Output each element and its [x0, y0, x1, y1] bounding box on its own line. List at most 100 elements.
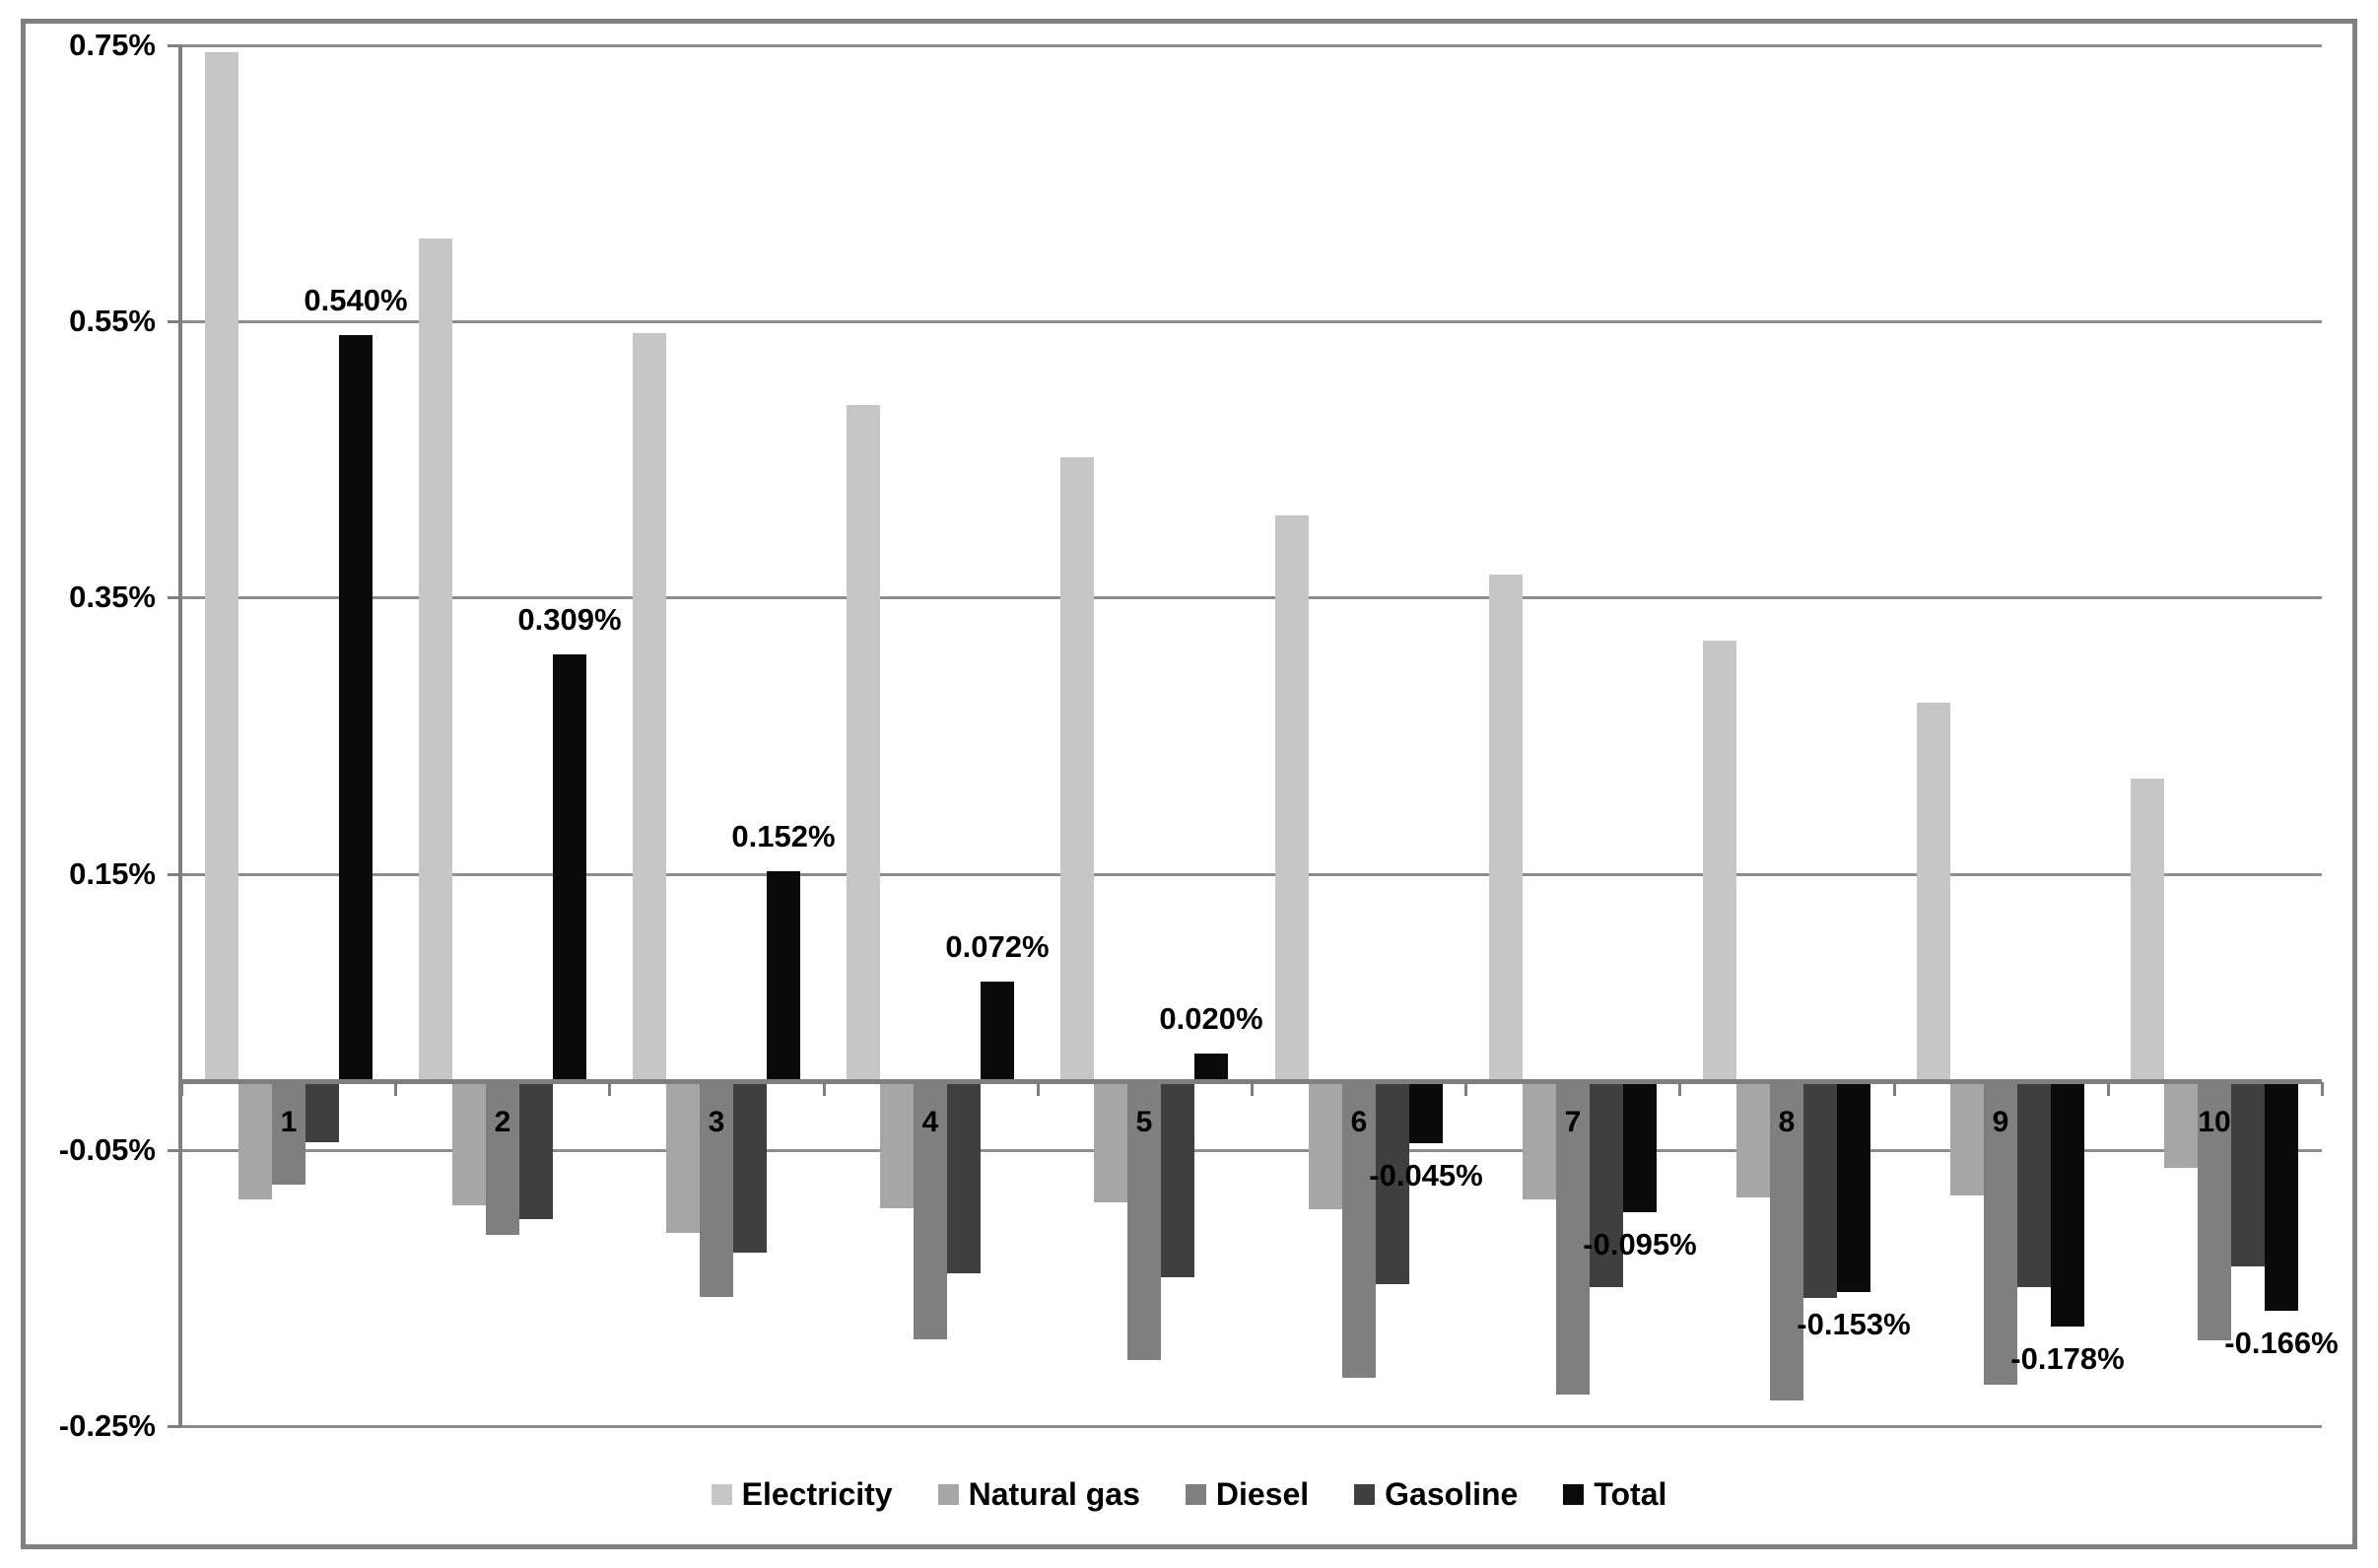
legend-item-electricity: Electricity — [711, 1476, 893, 1512]
bar-total-cat8 — [1837, 1081, 1870, 1292]
total-data-label-cat6: -0.045% — [1369, 1158, 1483, 1193]
bar-gasoline-cat2 — [519, 1081, 553, 1219]
bar-total-cat5 — [1194, 1054, 1228, 1081]
x-axis-category-label-1: 1 — [280, 1106, 298, 1138]
bar-electricity-cat3 — [633, 333, 666, 1081]
bar-electricity-cat10 — [2131, 779, 2164, 1081]
bar-total-cat1 — [339, 335, 373, 1081]
bar-natural-gas-cat2 — [452, 1081, 486, 1205]
bar-natural-gas-cat10 — [2164, 1081, 2198, 1168]
bar-diesel-cat10 — [2198, 1081, 2231, 1340]
bar-natural-gas-cat7 — [1523, 1081, 1556, 1199]
legend-swatch-icon — [937, 1483, 959, 1505]
legend-swatch-icon — [1563, 1483, 1585, 1505]
y-axis-tick-label: 0.35% — [69, 579, 156, 614]
total-data-label-cat1: 0.540% — [304, 283, 408, 317]
x-axis-category-label-3: 3 — [708, 1106, 725, 1138]
x-axis-tick — [2107, 1082, 2110, 1096]
x-axis-tick — [823, 1082, 826, 1096]
bar-total-cat2 — [553, 654, 586, 1081]
bar-diesel-cat6 — [1342, 1081, 1376, 1378]
legend-item-natural-gas: Natural gas — [937, 1476, 1140, 1512]
bar-diesel-cat3 — [700, 1081, 733, 1297]
x-axis-tick — [1678, 1082, 1681, 1096]
x-axis-tick — [1893, 1082, 1896, 1096]
y-gridline-0.35% — [179, 596, 2322, 599]
bar-diesel-cat2 — [486, 1081, 519, 1235]
legend-item-diesel: Diesel — [1185, 1476, 1310, 1512]
x-axis-zero-line — [179, 1079, 2322, 1084]
bar-total-cat4 — [981, 982, 1014, 1081]
legend-label: Total — [1594, 1476, 1667, 1512]
bar-natural-gas-cat9 — [1950, 1081, 1984, 1195]
y-axis-tick-label: -0.05% — [58, 1132, 156, 1167]
legend-label: Electricity — [741, 1476, 893, 1512]
bar-gasoline-cat1 — [306, 1081, 339, 1142]
bar-total-cat7 — [1623, 1081, 1657, 1212]
y-axis-tick — [168, 873, 180, 876]
y-axis-tick — [168, 596, 180, 599]
bar-gasoline-cat5 — [1161, 1081, 1194, 1277]
y-axis-tick-label: 0.75% — [69, 28, 156, 62]
x-axis-tick — [1464, 1082, 1467, 1096]
bar-diesel-cat8 — [1770, 1081, 1803, 1400]
total-data-label-cat9: -0.178% — [2010, 1341, 2125, 1376]
x-axis-category-label-6: 6 — [1350, 1106, 1368, 1138]
x-axis-category-label-8: 8 — [1778, 1106, 1796, 1138]
bar-electricity-cat6 — [1275, 515, 1309, 1081]
bar-gasoline-cat7 — [1590, 1081, 1623, 1287]
bar-gasoline-cat6 — [1376, 1081, 1409, 1284]
bar-gasoline-cat3 — [733, 1081, 767, 1253]
y-gridline--0.05% — [179, 1149, 2322, 1152]
bar-electricity-cat1 — [205, 52, 238, 1081]
bar-diesel-cat7 — [1556, 1081, 1590, 1395]
chart-border-frame — [21, 19, 2357, 1549]
x-axis-category-label-9: 9 — [1992, 1106, 2009, 1138]
y-axis-tick — [168, 44, 180, 47]
bar-electricity-cat4 — [847, 405, 880, 1081]
bar-electricity-cat8 — [1703, 641, 1736, 1081]
total-data-label-cat10: -0.166% — [2224, 1326, 2339, 1360]
chart-legend: Electricity Natural gas Diesel Gasoline Tota… — [0, 1476, 2378, 1512]
bar-diesel-cat5 — [1127, 1081, 1161, 1360]
y-axis-tick-label: 0.55% — [69, 304, 156, 338]
legend-label: Natural gas — [968, 1476, 1140, 1512]
x-axis-tick — [394, 1082, 397, 1096]
bar-diesel-cat9 — [1984, 1081, 2017, 1385]
x-axis-tick — [1037, 1082, 1040, 1096]
legend-swatch-icon — [711, 1483, 732, 1505]
x-axis-category-label-7: 7 — [1564, 1106, 1582, 1138]
bar-natural-gas-cat1 — [238, 1081, 272, 1199]
legend-label: Diesel — [1215, 1476, 1310, 1512]
bar-total-cat6 — [1409, 1081, 1443, 1143]
bar-diesel-cat1 — [272, 1081, 306, 1185]
y-gridline-0.55% — [179, 320, 2322, 323]
x-axis-tick — [1251, 1082, 1254, 1096]
total-data-label-cat2: 0.309% — [517, 602, 622, 637]
bar-total-cat3 — [767, 871, 800, 1081]
legend-swatch-icon — [1354, 1483, 1376, 1505]
legend-swatch-icon — [1185, 1483, 1206, 1505]
bar-natural-gas-cat5 — [1094, 1081, 1127, 1202]
y-axis-tick — [168, 1425, 180, 1428]
x-axis-tick — [180, 1082, 183, 1096]
legend-item-total: Total — [1563, 1476, 1666, 1512]
total-data-label-cat4: 0.072% — [945, 929, 1050, 964]
bar-electricity-cat7 — [1489, 575, 1523, 1081]
bar-gasoline-cat4 — [947, 1081, 981, 1273]
x-axis-category-label-5: 5 — [1135, 1106, 1153, 1138]
y-gridline-0.75% — [179, 44, 2322, 47]
bar-gasoline-cat10 — [2231, 1081, 2265, 1266]
bar-diesel-cat4 — [914, 1081, 947, 1339]
y-axis-tick-label: 0.15% — [69, 856, 156, 891]
x-axis-tick — [608, 1082, 611, 1096]
y-gridline--0.25% — [179, 1425, 2322, 1428]
x-axis-category-label-2: 2 — [494, 1106, 511, 1138]
bar-natural-gas-cat8 — [1736, 1081, 1770, 1197]
y-axis-tick — [168, 320, 180, 323]
bar-electricity-cat9 — [1917, 703, 1950, 1081]
total-data-label-cat5: 0.020% — [1159, 1001, 1263, 1036]
bar-natural-gas-cat6 — [1309, 1081, 1342, 1209]
y-gridline-0.15% — [179, 873, 2322, 876]
